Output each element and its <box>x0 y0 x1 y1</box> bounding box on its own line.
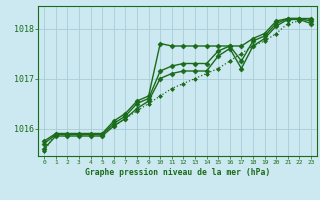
X-axis label: Graphe pression niveau de la mer (hPa): Graphe pression niveau de la mer (hPa) <box>85 168 270 177</box>
